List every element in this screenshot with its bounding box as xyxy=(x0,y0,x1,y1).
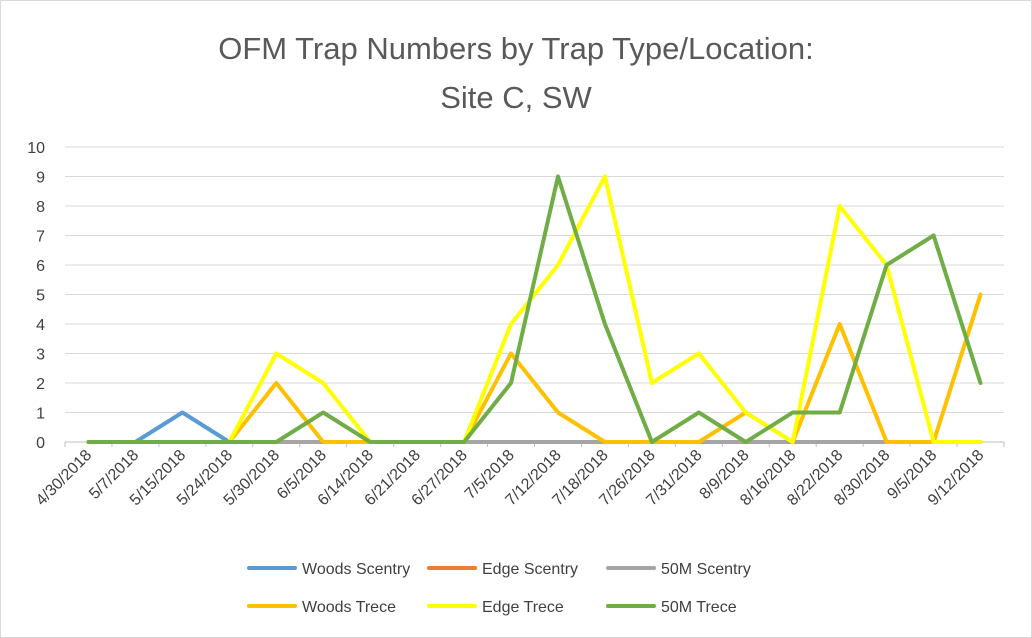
y-axis-ticks: 0 1 2 3 4 5 6 7 8 9 10 xyxy=(27,140,45,452)
y-tick-label: 6 xyxy=(36,258,45,275)
legend-label-edge-scentry: Edge Scentry xyxy=(482,561,578,578)
legend: Woods Scentry Edge Scentry 50M Scentry Wood… xyxy=(247,561,751,616)
legend-label-50m-scentry: 50M Scentry xyxy=(661,561,751,578)
x-tick-label: 4/30/2018 xyxy=(33,447,95,509)
series-line-woods-scentry xyxy=(86,410,232,444)
y-tick-label: 0 xyxy=(36,435,45,452)
y-tick-label: 5 xyxy=(36,288,45,305)
series-line-50m-trece xyxy=(86,174,983,444)
legend-label-woods-trece: Woods Trece xyxy=(302,599,396,616)
series-lines xyxy=(86,174,983,444)
x-axis-ticks: 4/30/20185/7/20185/15/20185/24/20185/30/… xyxy=(33,447,987,509)
legend-label-50m-trece: 50M Trece xyxy=(661,599,737,616)
legend-label-edge-trece: Edge Trece xyxy=(482,599,564,616)
y-tick-label: 9 xyxy=(36,170,45,187)
y-tick-label: 3 xyxy=(36,347,45,364)
y-tick-label: 10 xyxy=(27,140,45,157)
y-tick-label: 7 xyxy=(36,229,45,246)
series-line-woods-trece xyxy=(86,292,983,444)
series-line-edge-trece xyxy=(86,174,983,444)
y-tick-label: 8 xyxy=(36,199,45,216)
y-tick-label: 4 xyxy=(36,317,45,334)
chart-title-line-2: Site C, SW xyxy=(440,80,592,115)
legend-label-woods-scentry: Woods Scentry xyxy=(302,561,410,578)
chart-title-line-1: OFM Trap Numbers by Trap Type/Location: xyxy=(218,31,814,66)
y-tick-label: 2 xyxy=(36,376,45,393)
y-tick-label: 1 xyxy=(36,406,45,423)
